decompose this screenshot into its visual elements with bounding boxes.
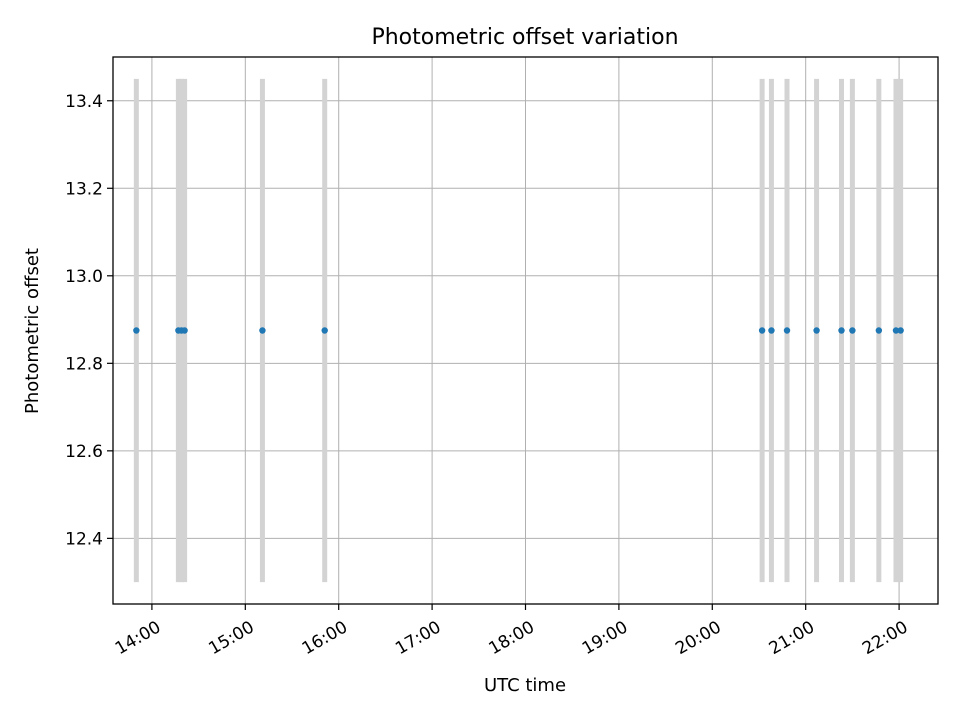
- y-tick-label: 13.0: [65, 267, 103, 287]
- data-points: [133, 327, 904, 334]
- data-point: [768, 327, 775, 334]
- y-tick-label: 13.2: [65, 179, 103, 199]
- data-point: [897, 327, 904, 334]
- data-point: [133, 327, 140, 334]
- y-axis-label: Photometric offset: [22, 248, 43, 414]
- y-tick-label: 13.4: [65, 92, 103, 112]
- y-tick-label: 12.8: [65, 354, 103, 374]
- y-axis-ticks: 12.4 12.6 12.8 13.0 13.2 13.4: [65, 92, 113, 549]
- y-tick-label: 12.6: [65, 442, 103, 462]
- y-tick-label: 12.4: [65, 529, 103, 549]
- x-axis-label: UTC time: [484, 675, 566, 696]
- data-point: [838, 327, 845, 334]
- data-point: [813, 327, 820, 334]
- data-point: [259, 327, 266, 334]
- chart-title: Photometric offset variation: [371, 25, 678, 50]
- data-point: [758, 327, 766, 334]
- data-point: [321, 327, 328, 334]
- data-point: [181, 327, 188, 334]
- data-point: [892, 327, 900, 334]
- data-point: [875, 327, 883, 334]
- data-point: [783, 327, 791, 334]
- data-point: [849, 327, 856, 334]
